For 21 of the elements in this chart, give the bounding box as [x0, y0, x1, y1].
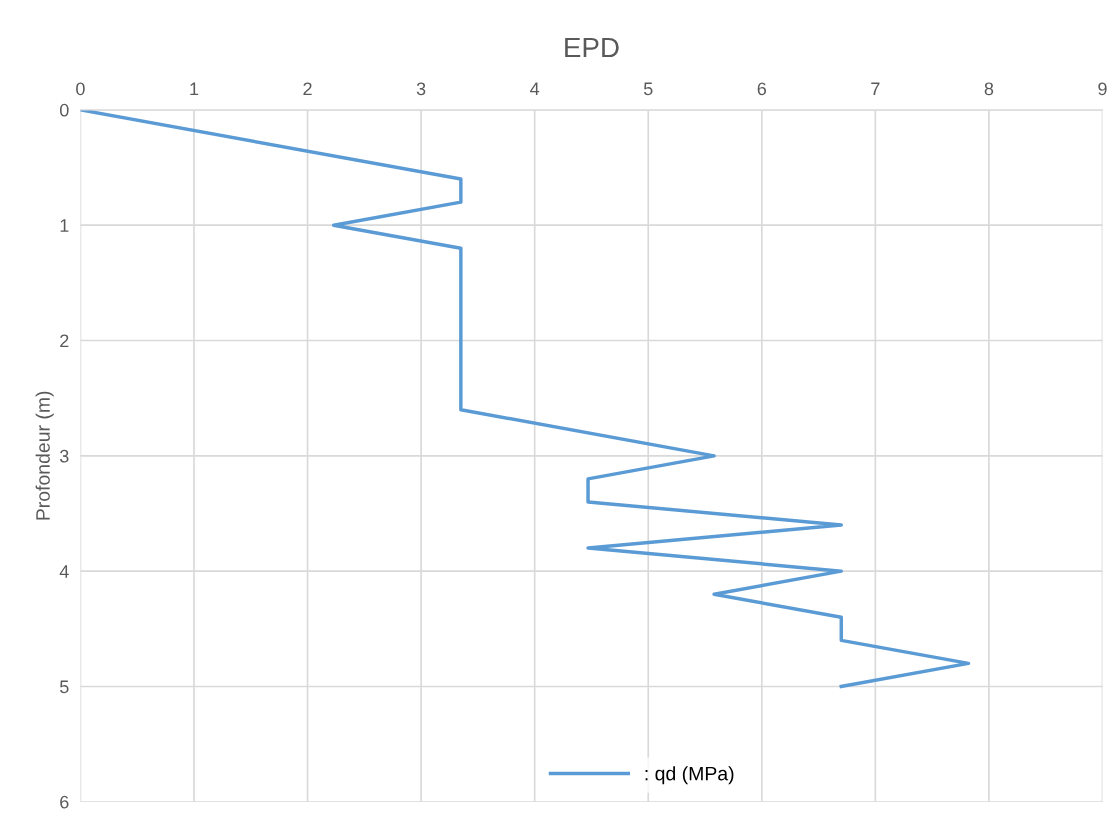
x-tick-label: 1	[190, 82, 199, 96]
x-tick-label: 8	[984, 82, 994, 96]
chart-title: EPD	[565, 38, 619, 58]
x-tick-label: 5	[643, 82, 653, 96]
x-tick-label: 2	[303, 82, 312, 96]
legend-label: : qd (MPa)	[645, 766, 734, 785]
x-tick-label: 4	[530, 82, 540, 96]
y-tick-label: 1	[60, 219, 69, 232]
y-axis-title: Profondeur (m)	[35, 391, 54, 520]
x-tick-label: 6	[757, 82, 767, 96]
x-tick-label: 3	[416, 82, 426, 96]
x-tick-label: 0	[76, 82, 85, 96]
line-series	[80, 109, 971, 689]
y-tick-label: 0	[59, 103, 69, 117]
y-tick-label: 3	[59, 449, 69, 463]
x-tick-label: 7	[871, 82, 880, 96]
y-tick-label: 2	[60, 334, 69, 348]
y-tick-label: 6	[60, 795, 69, 809]
y-tick-label: 5	[59, 680, 69, 694]
x-tick-label: 9	[1098, 82, 1107, 96]
y-tick-label: 4	[59, 565, 69, 578]
